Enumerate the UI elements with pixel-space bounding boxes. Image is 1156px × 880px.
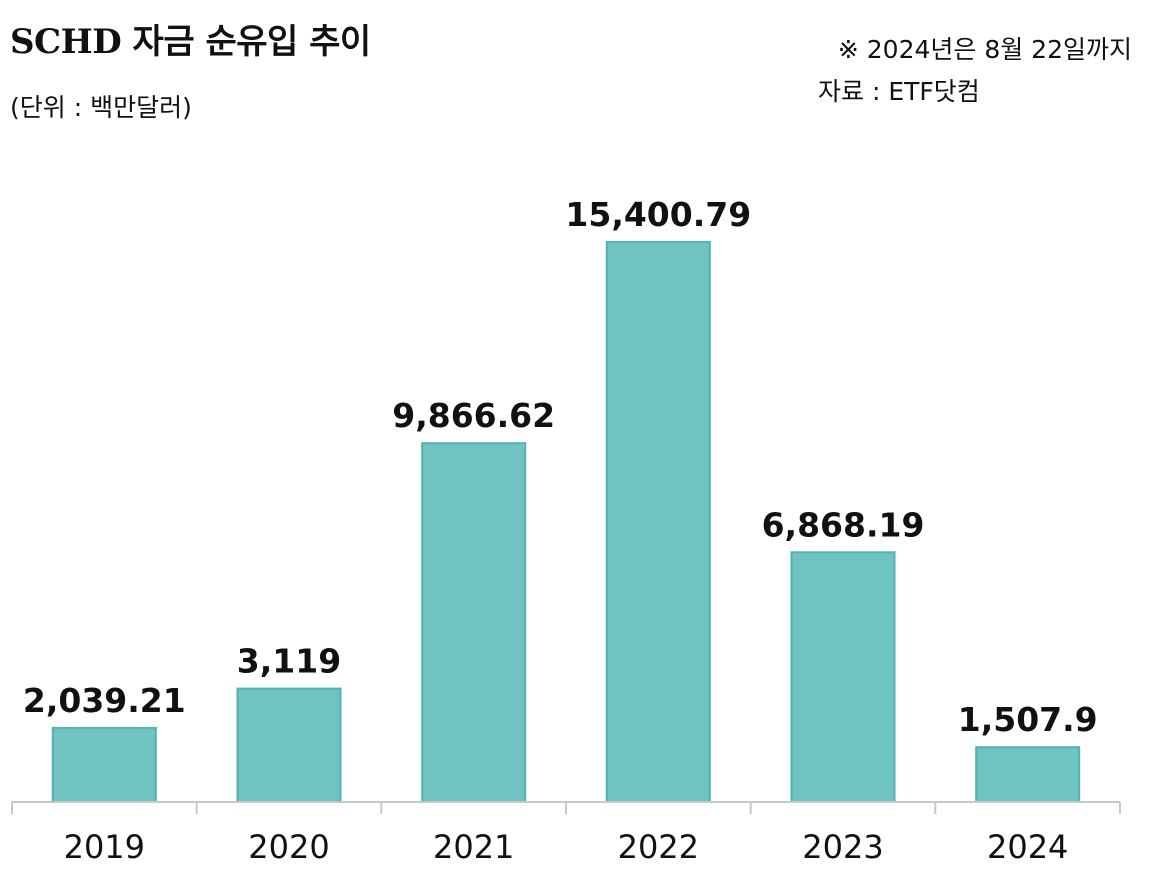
- bars-layer: [51, 241, 1081, 804]
- value-label-2023: 6,868.19: [762, 505, 925, 544]
- x-tick-label-2020: 2020: [248, 828, 329, 866]
- source-note: 자료 : ETF닷컴: [818, 77, 980, 106]
- value-label-2020: 3,119: [237, 642, 341, 681]
- bar-2023: [790, 551, 896, 803]
- value-label-2021: 9,866.62: [392, 396, 555, 435]
- value-label-2019: 2,039.21: [23, 681, 186, 720]
- date-note: ※ 2024년은 8월 22일까지: [837, 35, 1132, 64]
- x-tick-label-2023: 2023: [802, 828, 883, 866]
- value-label-2022: 15,400.79: [565, 195, 751, 234]
- x-tick-label-2024: 2024: [987, 828, 1068, 866]
- x-tick-label-2021: 2021: [433, 828, 514, 866]
- value-labels-layer: 2,039.21 3,119 9,866.62 15,400.79 6,868.19 1,…: [23, 195, 1098, 739]
- chart-title: SCHD 자금 순유입 추이: [10, 22, 371, 62]
- x-tick-label-2022: 2022: [618, 828, 699, 866]
- bar-2021: [421, 442, 527, 803]
- bar-2019: [51, 726, 157, 804]
- value-label-2024: 1,507.9: [958, 700, 1098, 739]
- x-axis: 2019 2020 2021 2022 2023 2024: [11, 801, 1121, 866]
- bar-2020: [236, 687, 342, 803]
- bar-2022: [605, 241, 711, 803]
- bar-2024: [975, 746, 1081, 804]
- x-tick-label-2019: 2019: [64, 828, 145, 866]
- unit-label: (단위 : 백만달러): [10, 93, 192, 122]
